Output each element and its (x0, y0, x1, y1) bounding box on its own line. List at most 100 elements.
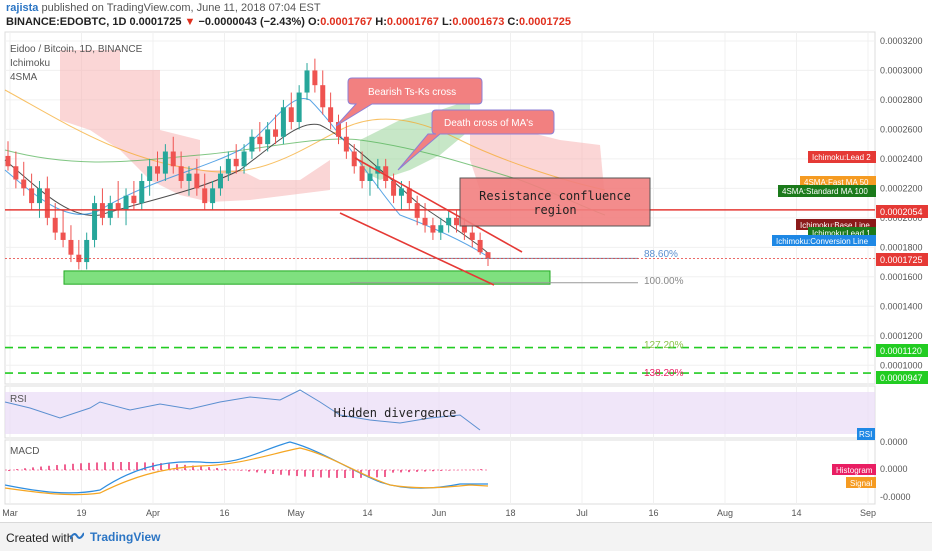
candle-body[interactable] (297, 93, 302, 122)
candle-body[interactable] (289, 107, 294, 122)
macd-hist-bar (40, 467, 42, 470)
candle-body[interactable] (312, 70, 317, 85)
candle-body[interactable] (53, 218, 58, 233)
candle-body[interactable] (446, 218, 451, 225)
macd-hist-bar (272, 470, 274, 474)
macd-hist-bar (104, 462, 106, 470)
candle-body[interactable] (131, 196, 136, 203)
macd-hist-bar (304, 470, 306, 477)
last-price: 0.0001725 (129, 16, 181, 28)
macd-hist-bar (336, 470, 338, 478)
macd-hist-bar (120, 462, 122, 470)
macd-hist-bar (136, 462, 138, 470)
candle-body[interactable] (407, 188, 412, 203)
price-chart[interactable]: Bearish Ts-Ks cross Death cross of MA's … (0, 30, 932, 522)
candle-body[interactable] (171, 152, 176, 167)
candle-body[interactable] (92, 203, 97, 240)
signal-tag-text: Signal (850, 479, 872, 488)
macd-hist-bar (320, 470, 322, 477)
fib-138-2-label: 138.20% (644, 368, 684, 379)
y-tick-label: 0.0001800 (880, 242, 923, 252)
candle-body[interactable] (202, 188, 207, 203)
candle-body[interactable] (186, 174, 191, 181)
macd-hist-bar (80, 463, 82, 470)
fib-127-2-label: 127.20% (644, 340, 684, 351)
candle-body[interactable] (210, 188, 215, 203)
tag-price-2054-text: 0.0002054 (880, 207, 923, 217)
x-tick-label: Apr (146, 508, 160, 518)
publish-line: rajista published on TradingView.com, Ju… (6, 2, 321, 14)
macd-hist-bar (352, 470, 354, 478)
macd-hist-bar (48, 466, 50, 470)
tag-lead2-text: Ichimoku:Lead 2 (812, 153, 871, 162)
candle-body[interactable] (13, 166, 18, 179)
macd-hist-bar (408, 470, 410, 472)
macd-hist-bar (200, 466, 202, 470)
macd-hist-bar (72, 464, 74, 470)
candle-body[interactable] (478, 240, 483, 252)
chart-header: rajista published on TradingView.com, Ju… (0, 0, 932, 30)
price-axis[interactable]: 0.00032000.00030000.00028000.00026000.00… (880, 36, 923, 370)
rsi-label: RSI (10, 394, 27, 405)
sma-legend[interactable]: 4SMA (10, 72, 38, 83)
candle-body[interactable] (234, 159, 239, 166)
candle-body[interactable] (21, 180, 26, 189)
candle-body[interactable] (257, 137, 262, 144)
candle-body[interactable] (61, 233, 66, 240)
author-name[interactable]: rajista (6, 2, 38, 14)
tradingview-logo-icon (70, 531, 84, 541)
candle-body[interactable] (305, 70, 310, 92)
macd-hist-bar (376, 470, 378, 477)
footer-bar: Created with TradingView (0, 522, 932, 551)
candle-body[interactable] (367, 174, 372, 181)
candle-body[interactable] (470, 233, 475, 240)
candle-body[interactable] (430, 225, 435, 232)
candle-body[interactable] (265, 129, 270, 144)
candle-body[interactable] (273, 129, 278, 136)
candle-body[interactable] (486, 252, 491, 258)
candle-body[interactable] (147, 166, 152, 181)
close-value: 0.0001725 (519, 16, 571, 28)
candle-body[interactable] (68, 240, 73, 255)
y-tick-label: 0.0002800 (880, 95, 923, 105)
x-tick-label: Sep (860, 508, 876, 518)
x-tick-label: Jun (432, 508, 447, 518)
candle-body[interactable] (155, 166, 160, 173)
candle-body[interactable] (194, 174, 199, 189)
candle-body[interactable] (226, 159, 231, 174)
candle-body[interactable] (124, 196, 129, 211)
candle-body[interactable] (391, 181, 396, 196)
candle-body[interactable] (218, 174, 223, 189)
candle-body[interactable] (163, 152, 168, 174)
candle-body[interactable] (45, 188, 50, 217)
tradingview-brand[interactable]: TradingView (90, 530, 160, 544)
candle-body[interactable] (242, 152, 247, 167)
candle-body[interactable] (399, 188, 404, 195)
candle-body[interactable] (454, 218, 459, 225)
tag-price-1120-text: 0.0001120 (880, 346, 922, 356)
candle-body[interactable] (360, 166, 365, 181)
y-tick-label: 0.0002600 (880, 124, 923, 134)
candle-body[interactable] (179, 166, 184, 181)
tag-price-1725-text: 0.0001725 (880, 255, 923, 265)
candle-body[interactable] (320, 85, 325, 107)
down-arrow-icon: ▼ (185, 16, 196, 28)
candle-body[interactable] (249, 137, 254, 152)
candle-body[interactable] (139, 181, 144, 203)
candle-body[interactable] (6, 156, 11, 166)
candle-body[interactable] (423, 218, 428, 225)
candle-body[interactable] (328, 107, 333, 122)
macd-hist-bar (112, 462, 114, 470)
ichimoku-legend[interactable]: Ichimoku (10, 58, 50, 69)
candle-body[interactable] (438, 225, 443, 232)
candle-body[interactable] (29, 188, 34, 203)
x-tick-label: 18 (505, 508, 515, 518)
x-tick-label: May (287, 508, 305, 518)
macd-hist-bar (400, 470, 402, 472)
candle-body[interactable] (281, 107, 286, 136)
macd-hist-bar (32, 467, 34, 470)
candle-body[interactable] (344, 137, 349, 152)
candle-body[interactable] (37, 188, 42, 203)
y-tick-label: 0.0002200 (880, 183, 923, 193)
